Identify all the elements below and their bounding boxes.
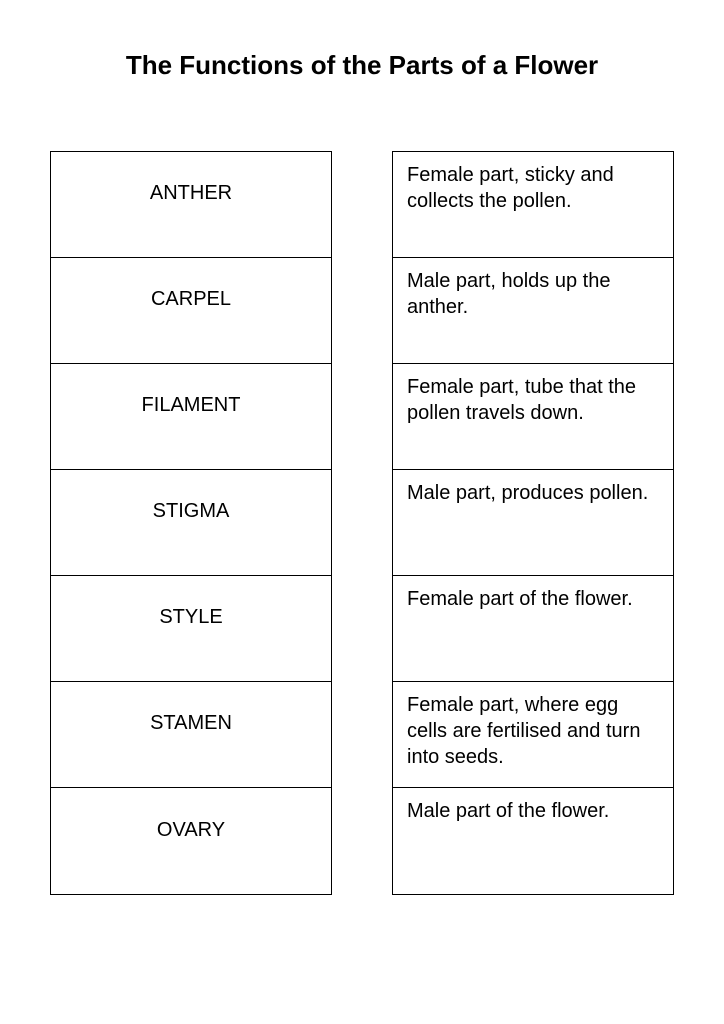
term-cell: OVARY	[51, 788, 331, 894]
term-cell: CARPEL	[51, 258, 331, 364]
definition-cell: Male part, produces pollen.	[393, 470, 673, 576]
term-cell: STYLE	[51, 576, 331, 682]
term-cell: FILAMENT	[51, 364, 331, 470]
definition-cell: Female part, tube that the pollen travel…	[393, 364, 673, 470]
definitions-column: Female part, sticky and collects the pol…	[392, 151, 674, 895]
definition-cell: Female part, where egg cells are fertili…	[393, 682, 673, 788]
term-cell: STIGMA	[51, 470, 331, 576]
worksheet-columns: ANTHER CARPEL FILAMENT STIGMA STYLE STAM…	[50, 151, 674, 895]
definition-cell: Female part, sticky and collects the pol…	[393, 152, 673, 258]
term-cell: STAMEN	[51, 682, 331, 788]
page-title: The Functions of the Parts of a Flower	[50, 50, 674, 81]
terms-column: ANTHER CARPEL FILAMENT STIGMA STYLE STAM…	[50, 151, 332, 895]
definition-cell: Male part of the flower.	[393, 788, 673, 894]
definition-cell: Male part, holds up the anther.	[393, 258, 673, 364]
definition-cell: Female part of the flower.	[393, 576, 673, 682]
term-cell: ANTHER	[51, 152, 331, 258]
